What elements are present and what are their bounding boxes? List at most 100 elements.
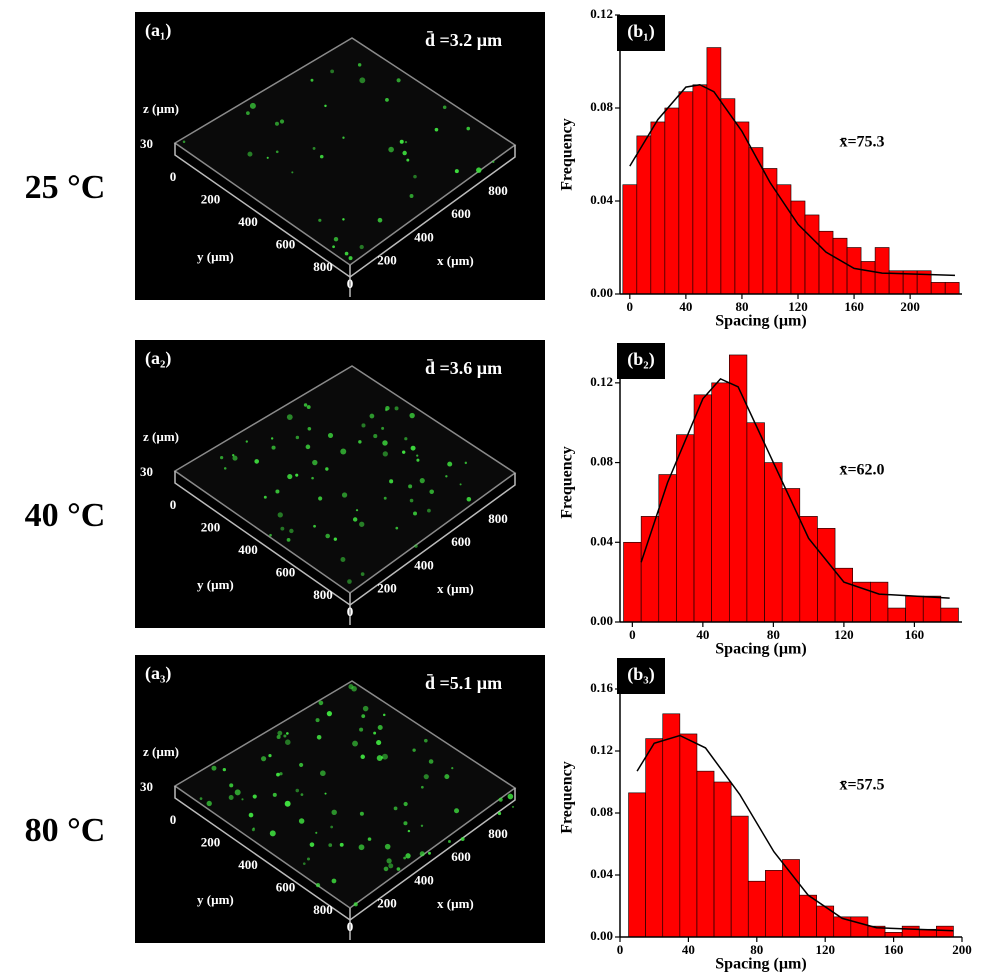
particle [332,245,335,249]
particle [358,440,362,444]
particle [287,473,293,480]
particle [348,256,353,261]
x-tick-label: 800 [488,183,508,198]
particle [460,837,465,841]
bar [782,859,800,938]
z-axis-label: z (µm) [143,101,179,116]
particle [342,218,345,221]
particle [279,772,283,776]
particle [466,126,471,131]
particle [327,432,334,439]
y-tick-label: 0.04 [590,533,613,548]
particle [291,171,294,174]
x-axis-title: Spacing (µm) [715,956,806,973]
particle [310,78,314,82]
particle [341,492,348,498]
particle [373,434,378,439]
particle [228,795,234,800]
bar [804,214,820,295]
particle [331,878,337,884]
particle [312,146,316,150]
y-axis-label: y (µm) [197,577,234,592]
particle [396,867,401,871]
y-tick-label: 600 [276,236,296,251]
particle [380,756,384,759]
bar [790,200,806,295]
particle [466,496,472,502]
x-tick-label: 800 [488,511,508,526]
particle [241,798,244,801]
particle [454,808,460,814]
x-tick-label: 120 [788,299,808,314]
image-label: (a₂) [145,348,171,369]
particle [385,97,389,102]
particle [182,140,186,144]
particle [274,121,279,126]
particle [312,459,318,466]
bar [728,354,748,623]
x-axis-label: x (µm) [437,896,474,911]
particle [330,825,334,829]
particle [270,437,274,440]
x-tick-label: 0 [347,919,354,934]
particle [447,461,453,467]
particle [383,496,387,500]
particle [277,730,283,736]
particle [344,251,349,256]
bar [734,121,750,295]
particle [367,837,372,841]
fit-curve [636,734,954,932]
bar [799,516,818,623]
particle [295,473,299,477]
y-tick-label: 600 [276,564,296,579]
y-tick-label: 0.16 [590,680,613,695]
particle [445,475,448,478]
z-axis-label: z (µm) [143,429,179,444]
bar [662,713,681,938]
particle [419,478,425,484]
bar [636,135,652,295]
particle [319,154,324,159]
y-tick-label: 0.00 [590,928,613,943]
particle [404,437,408,441]
bar [678,91,694,295]
particle [309,842,315,847]
particle [359,727,364,732]
x-axis-label: x (µm) [437,581,474,596]
particle [359,244,364,250]
x-tick-label: 40 [682,942,695,957]
particle [295,435,300,440]
x-tick-label: 0 [629,627,636,642]
panel-label-box [617,343,665,379]
particle [279,119,285,124]
bar [693,394,712,623]
mean-size: d̄ =3.6 µm [425,358,502,378]
particle [211,765,217,771]
particle [305,444,311,450]
particle [342,136,345,139]
particle [369,413,375,419]
particle [507,793,514,800]
particle [315,831,318,834]
x-tick-label: 160 [844,299,864,314]
particle [413,511,418,516]
x-tick-label: 0 [617,942,624,957]
particle [320,770,326,777]
annotation: x̄=57.5 [839,777,884,794]
particle [289,528,294,534]
bar [870,581,889,623]
particle [434,127,439,132]
particle [429,489,434,494]
particle [396,78,401,83]
particle [306,857,311,861]
particle [347,579,352,584]
bar [692,84,708,295]
particle [206,800,212,807]
y-tick-label: 800 [313,902,333,917]
panel-label-box [617,658,665,694]
particle [360,754,365,760]
y-tick-label: 0.04 [590,192,613,207]
particle [330,69,335,74]
bar [944,282,960,295]
